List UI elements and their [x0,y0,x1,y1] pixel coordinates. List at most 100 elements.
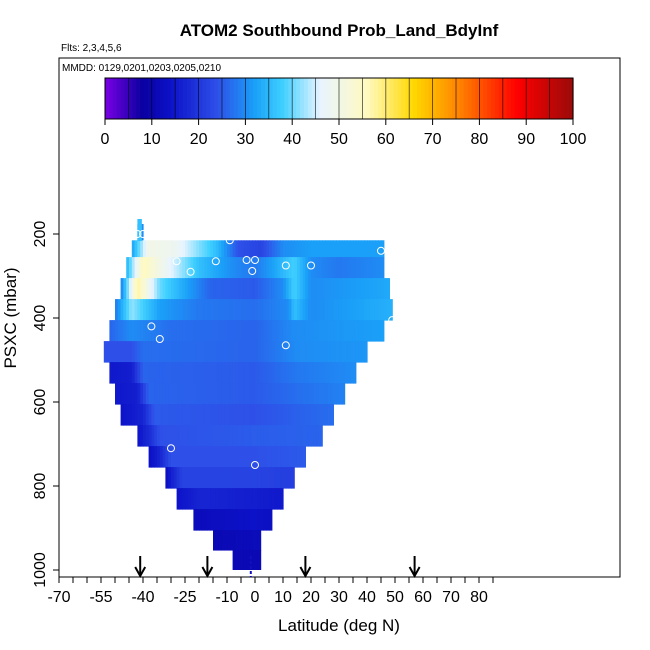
colorbar-cell [362,78,367,119]
heat-cell [117,383,122,405]
heat-cell [294,278,298,300]
colorbar-cell [510,78,516,119]
heat-cell [336,383,340,405]
arrow-head [299,566,312,579]
colorbar-tick-label: 70 [424,131,442,148]
heat-cell [266,488,270,510]
heat-cell [311,278,315,300]
heat-cell [311,341,315,363]
colorbar-cell [526,78,531,119]
heat-cell [224,341,228,363]
heat-cell [238,278,242,300]
heat-cell [126,404,130,426]
colorbar-cell [214,78,219,119]
arrow-head [201,566,214,579]
heat-cell [257,383,262,405]
heat-cell [364,257,368,279]
heat-cell [171,257,175,279]
heat-cell [162,425,166,447]
heat-cell [196,278,200,300]
heat-cell [129,278,133,300]
heat-cell [263,446,267,468]
heat-cell [283,425,287,447]
heat-cell [224,425,228,447]
heat-cell [187,383,192,405]
heat-cell [173,240,178,258]
heat-cell [157,341,161,363]
heat-cell [207,425,211,447]
heat-cell [285,320,290,342]
heat-cell [260,299,264,321]
heat-cell [347,299,351,321]
heat-cell [313,299,318,321]
colorbar-cell [194,78,200,119]
heat-cell [327,299,332,321]
heat-cell [316,341,320,363]
heat-cell [140,240,144,258]
colorbar-cell [432,78,438,119]
heat-cell [112,341,116,363]
heat-cell [215,257,220,279]
heat-cell [302,362,306,384]
heat-cell [350,362,354,384]
heat-cell [372,278,376,300]
heat-cell [159,425,164,447]
heat-cell [218,509,222,531]
heat-cell [353,320,357,342]
heat-cell [361,320,365,342]
colorbar-cell [495,78,500,119]
heat-cell [299,404,304,426]
heat-cell [207,488,211,510]
flight-point [147,322,156,331]
heat-cell [151,404,155,426]
heat-cell [193,467,197,489]
heat-cell [204,446,208,468]
heat-cell [238,362,242,384]
heat-cell [255,550,259,570]
arrow-head [134,566,147,579]
heat-cell [151,446,155,468]
heat-cell [162,404,166,426]
heat-cell [291,446,295,468]
heat-cell [182,383,186,405]
colorbar-cell [417,78,422,119]
heat-cell [187,240,192,258]
heat-cell [232,240,236,258]
heat-cell [131,257,136,279]
heat-cell [204,509,208,531]
heat-cell [358,299,362,321]
heat-cell [171,341,175,363]
heat-cell [313,404,318,426]
heat-cell [227,278,231,300]
heat-cell [129,257,133,279]
heat-cell [313,383,318,405]
heat-cell [255,257,259,279]
heat-cell [204,257,208,279]
heat-cell [383,299,388,321]
heat-cell [227,320,231,342]
heat-cell [277,425,281,447]
heat-cell [305,257,309,279]
heat-cell [257,467,262,489]
heat-cell [179,446,183,468]
heat-cell [302,341,306,363]
colorbar-cell [358,78,363,119]
heat-cell [232,362,236,384]
heat-cell [232,488,236,510]
heat-cell [283,341,287,363]
heat-cell [274,467,278,489]
heat-cell [207,299,211,321]
heat-cell [145,362,150,384]
heat-cell [263,509,267,531]
heat-cell [176,341,180,363]
heat-cell [207,404,211,426]
heat-cell [159,446,164,468]
colorbar-cell [350,78,356,119]
heat-cell [204,488,208,510]
heat-cell [140,224,144,241]
heat-cell [148,341,152,363]
heat-cell [235,257,239,279]
heat-cell [154,240,158,258]
heat-cell [288,383,292,405]
colorbar-cell [132,78,137,119]
